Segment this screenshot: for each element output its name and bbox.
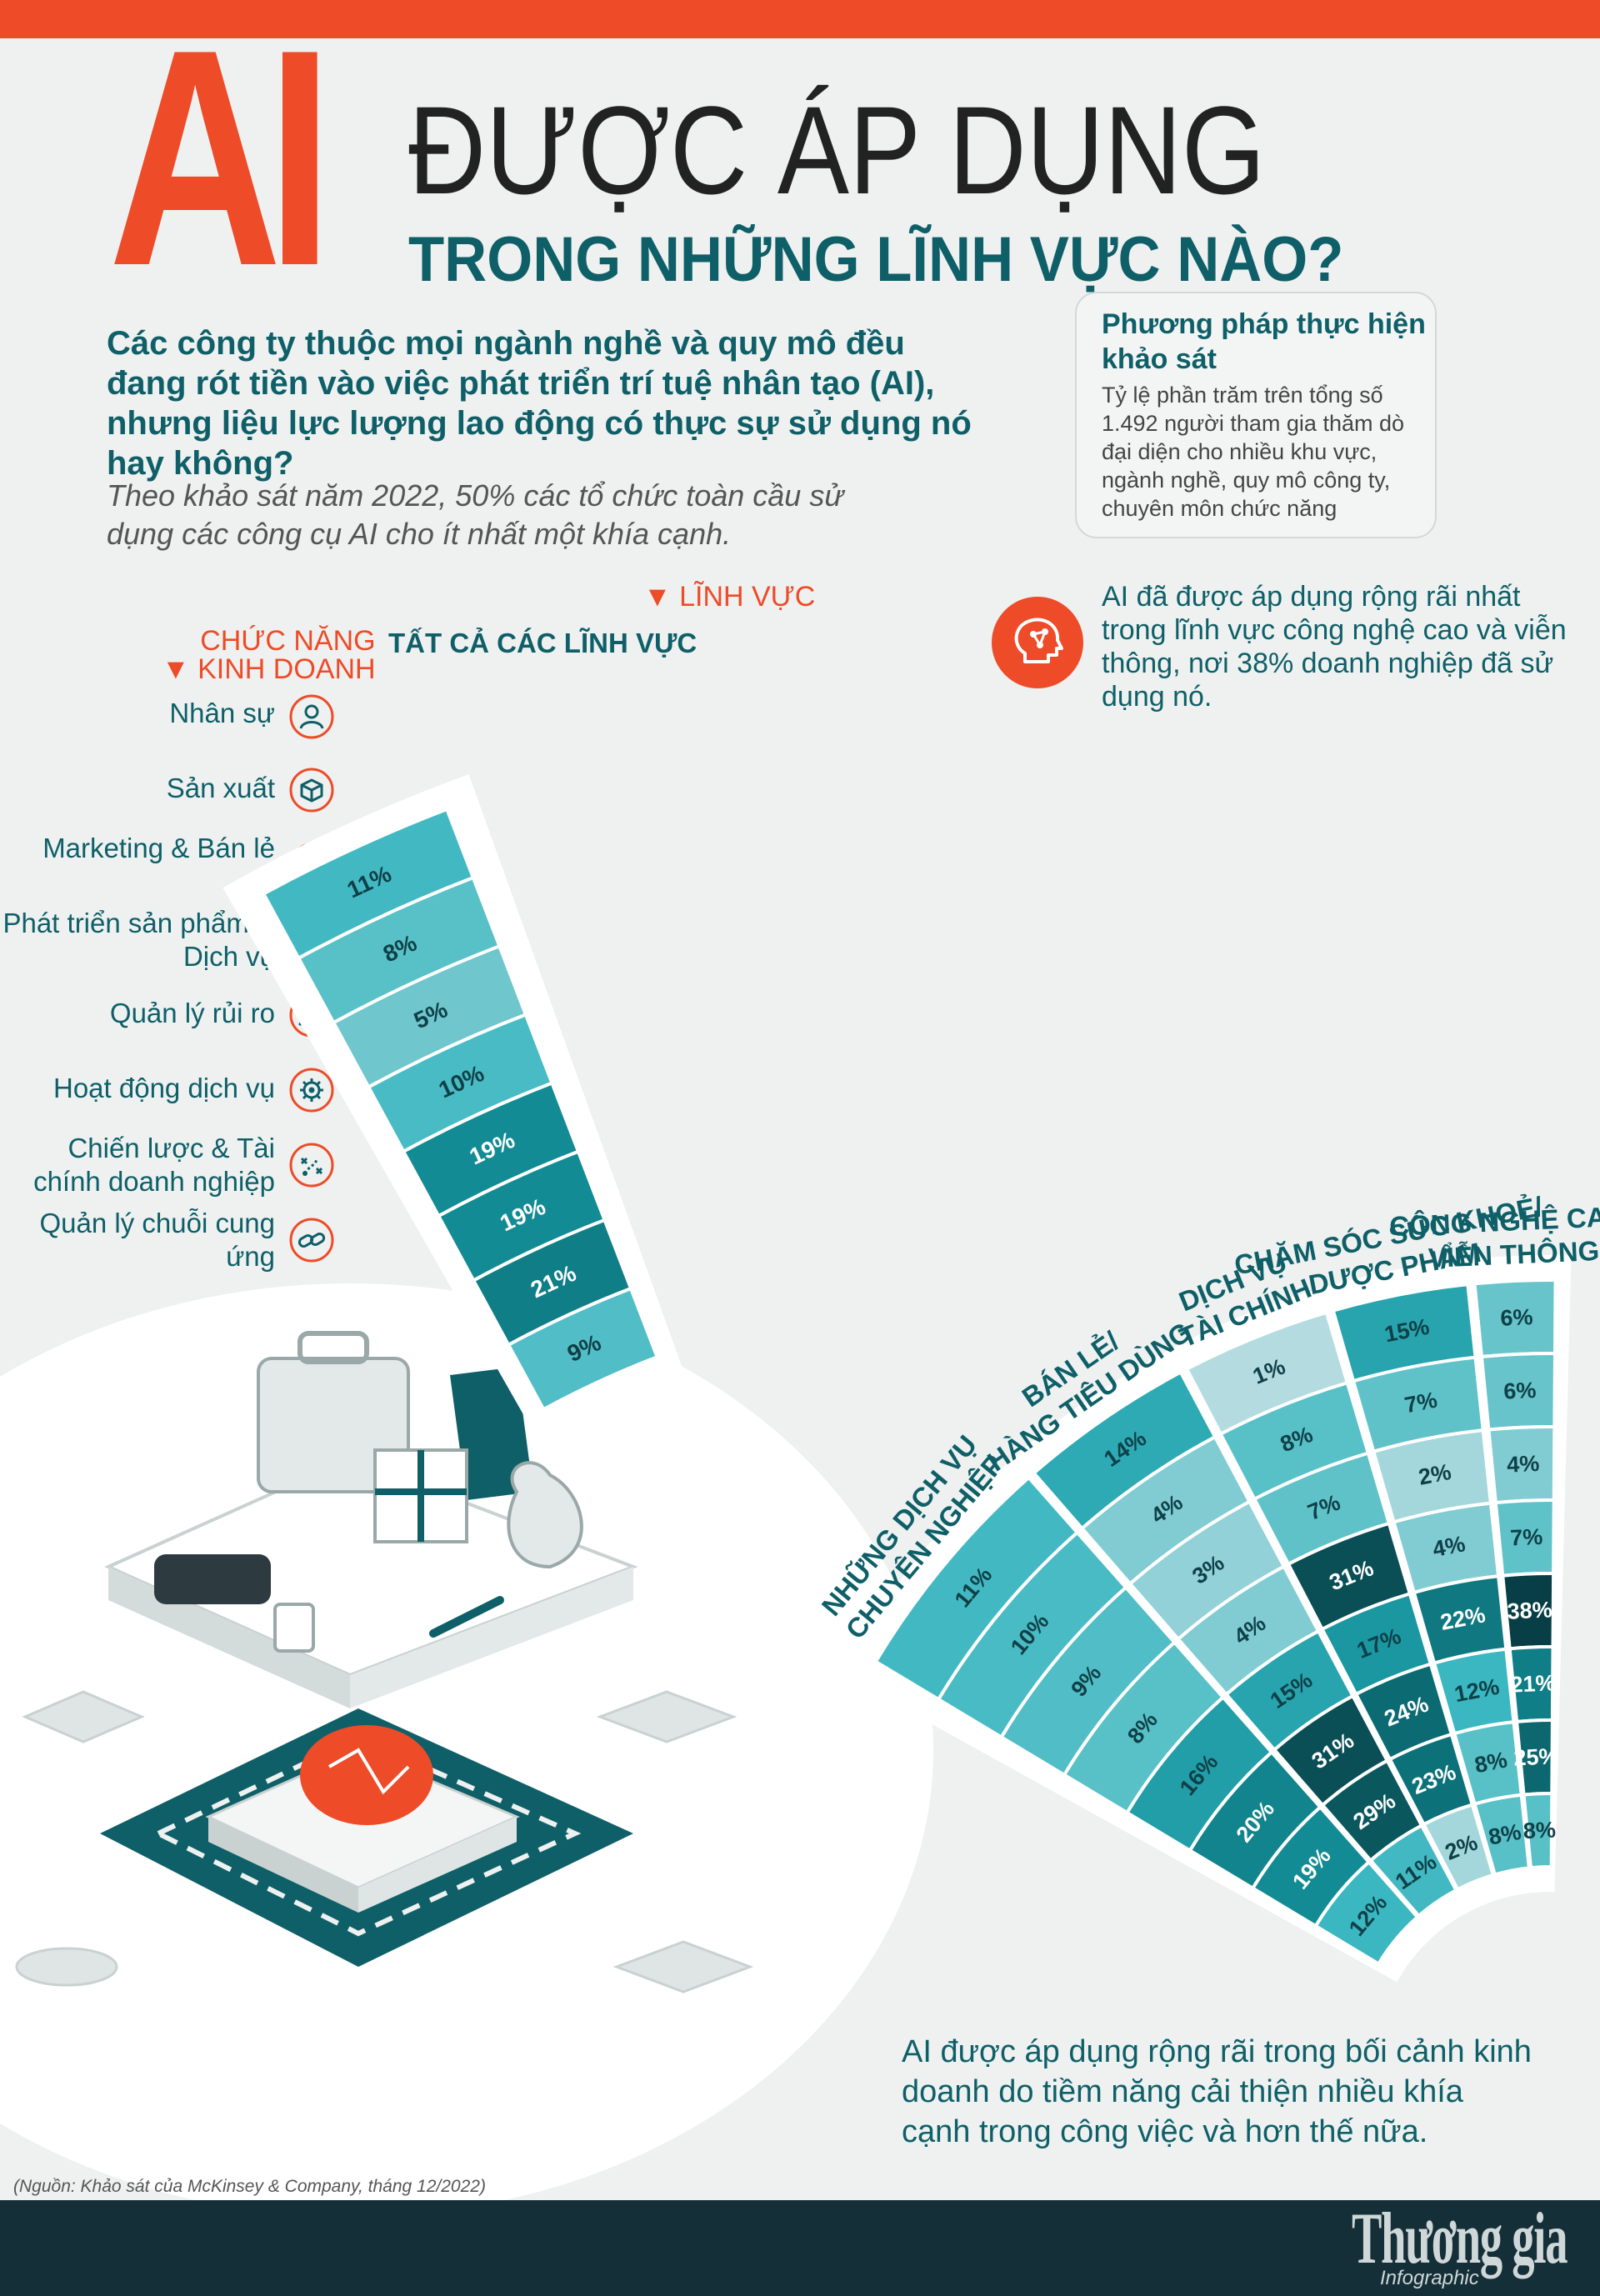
sector-value: 21% bbox=[1510, 1670, 1556, 1697]
sector-value: 8% bbox=[1472, 1747, 1509, 1778]
sector-value: 7% bbox=[1510, 1524, 1543, 1551]
sector-value: 6% bbox=[1500, 1304, 1533, 1331]
strategy-icon bbox=[289, 1143, 334, 1188]
brand-subtitle: Infographic bbox=[1380, 2267, 1479, 2289]
bottom-text: AI được áp dụng rộng rãi trong bối cảnh … bbox=[902, 2034, 1532, 2149]
function-label-service-ops: Hoạt động dịch vụ bbox=[52, 1073, 275, 1103]
function-label-hr: Nhân sự bbox=[169, 698, 275, 728]
chain-icon bbox=[289, 1218, 334, 1263]
function-label-marketing: Marketing & Bán lẻ bbox=[42, 833, 275, 863]
sectors-axis-label: ▼ LĨNH VỰC bbox=[643, 581, 816, 613]
sector-value: 8% bbox=[1487, 1819, 1523, 1850]
methodology-title: Phương pháp thực hiện khảo sát bbox=[1102, 308, 1426, 375]
function-label-risk: Quản lý rủi ro bbox=[109, 998, 275, 1028]
ai-brain-icon bbox=[992, 597, 1083, 688]
function-label-supply-chain: Quản lý chuỗi cung ứng bbox=[39, 1208, 275, 1272]
highlight-text: AI đã được áp dụng rộng rãi nhất trong l… bbox=[1102, 581, 1567, 713]
sector-value: 7% bbox=[1402, 1387, 1439, 1418]
sector-value: 38% bbox=[1507, 1597, 1552, 1623]
sector-header-cong-nghe-cao-vien-thong: VIỄN THÔNG bbox=[1428, 1234, 1600, 1273]
decor-illustration bbox=[0, 1283, 933, 2217]
sector-cell-ban-le-hang-tieu-dung bbox=[1368, 1823, 1459, 1918]
brand-logo: Thương gia bbox=[1352, 2198, 1568, 2279]
methodology-box bbox=[1075, 292, 1437, 538]
functions-axis-label-line1: CHỨC NĂNG bbox=[200, 625, 376, 657]
sector-value: 4% bbox=[1507, 1451, 1540, 1478]
sector-cell-nhung-dich-vu-chuyen-nghiep bbox=[1313, 1859, 1420, 1967]
all-sectors-cell bbox=[506, 1286, 660, 1412]
function-label-manufacturing: Sản xuất bbox=[166, 773, 275, 803]
sector-value: 8% bbox=[1522, 1817, 1556, 1843]
methodology-text: Tỷ lệ phần trăm trên tổng số 1.492 người… bbox=[1102, 383, 1404, 521]
top-accent-bar bbox=[0, 0, 1600, 38]
page-subtitle: TRONG NHỮNG LĨNH VỰC NÀO? bbox=[408, 224, 1344, 295]
gear-icon bbox=[289, 1068, 334, 1113]
sector-value: 25% bbox=[1513, 1743, 1559, 1770]
function-label-strategy: Chiến lược & Tài chính doanh nghiệp bbox=[33, 1133, 275, 1197]
person-icon bbox=[289, 694, 334, 739]
footer-bar bbox=[0, 2200, 1600, 2296]
source-note: (Nguồn: Khảo sát của McKinsey & Company,… bbox=[13, 2177, 486, 2196]
intro-text: Các công ty thuộc mọi ngành nghề và quy … bbox=[107, 325, 972, 482]
functions-axis-label: CHỨC NĂNG ▼ KINH DOANH bbox=[162, 627, 376, 683]
sector-header-cong-nghe-cao-vien-thong: CÔNG NGHỆ CAO/ bbox=[1388, 1199, 1600, 1242]
sector-cell-cong-nghe-cao-vien-thong bbox=[1522, 1792, 1554, 1870]
box-icon bbox=[289, 768, 334, 813]
functions-axis-label-line2: ▼ KINH DOANH bbox=[162, 653, 376, 685]
page-title: ĐƯỢC ÁP DỤNG bbox=[408, 80, 1266, 220]
all-sectors-header: TẤT CẢ CÁC LĨNH VỰC bbox=[388, 628, 698, 658]
sector-value: 4% bbox=[1431, 1531, 1468, 1562]
sector-cell-dich-vu-tai-chinh bbox=[1421, 1803, 1496, 1892]
sector-cell-cham-soc-suc-khoe-duoc-pham bbox=[1472, 1793, 1532, 1877]
sector-value: 6% bbox=[1503, 1378, 1537, 1404]
title-ai: AI bbox=[108, 0, 333, 330]
survey-note: Theo khảo sát năm 2022, 50% các tổ chức … bbox=[107, 478, 844, 551]
sector-value: 2% bbox=[1417, 1459, 1453, 1490]
